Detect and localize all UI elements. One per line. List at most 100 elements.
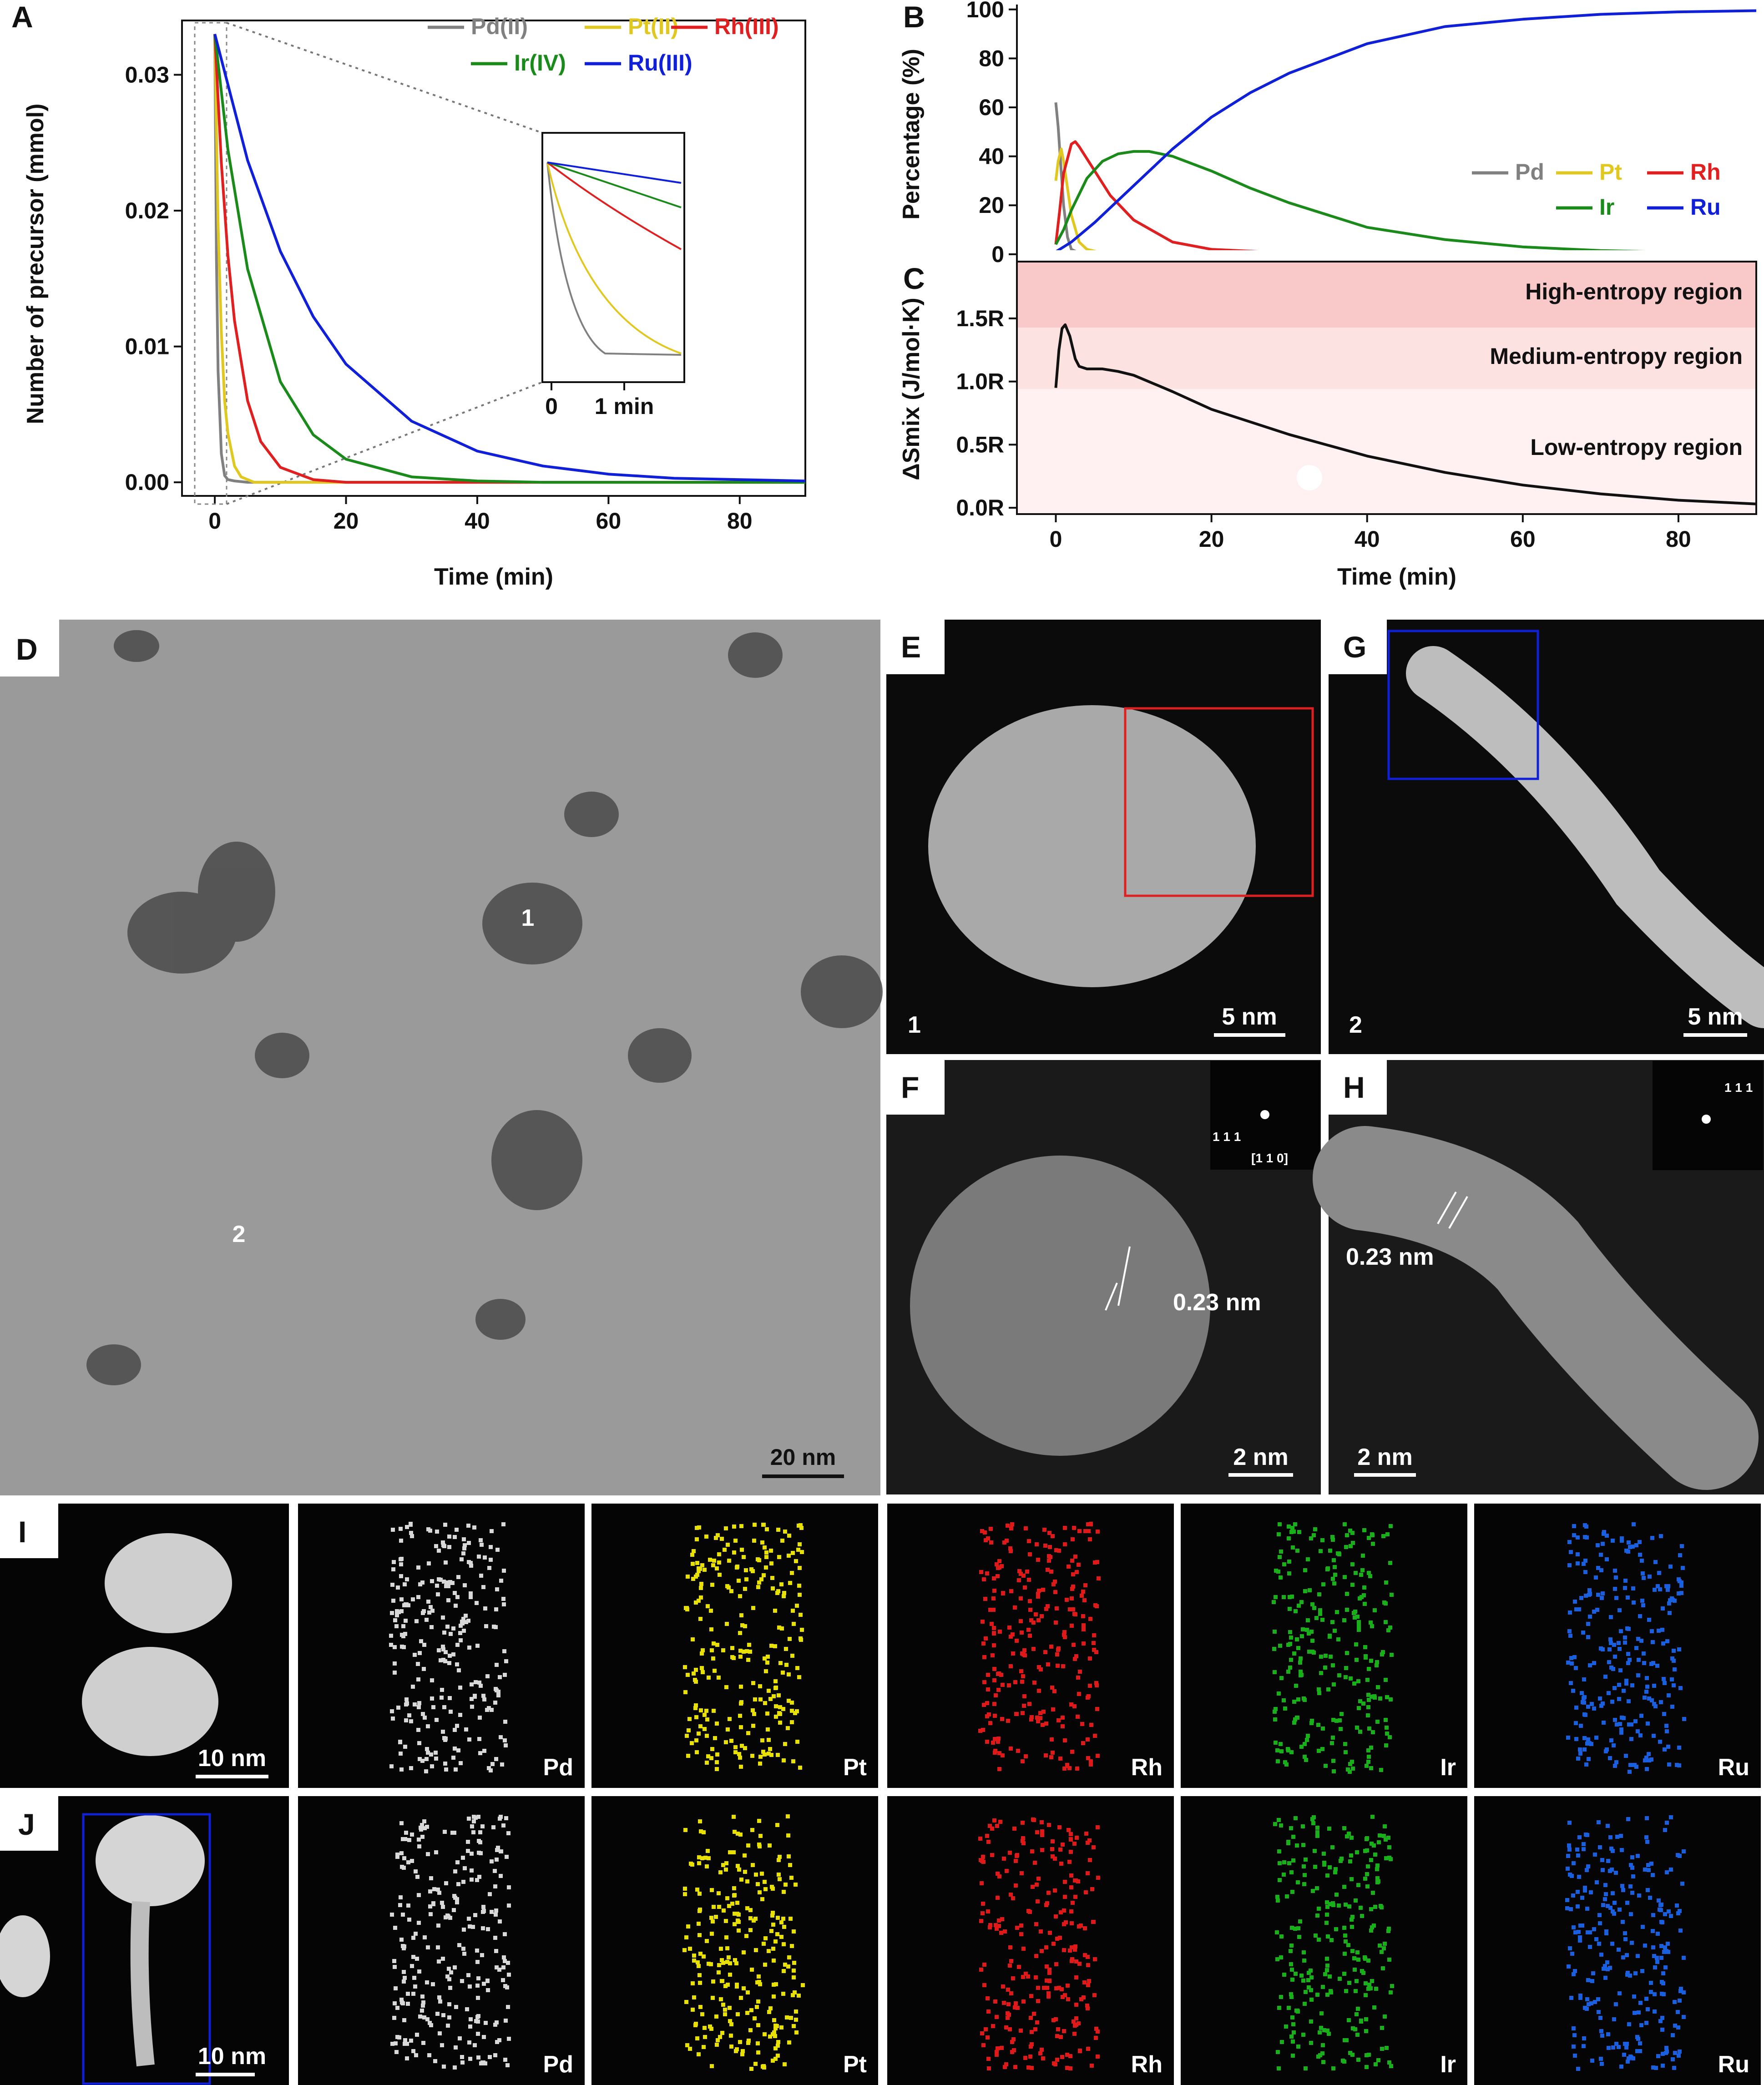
panel-g-label-box [1329,620,1387,674]
zoom-connector-bottom [226,381,543,505]
panel-a-x-tick-label: 60 [596,508,622,534]
panel-c-x-tick-label: 80 [1666,526,1691,552]
panel-j-element-label-pd: Pd [543,2051,573,2078]
panel-i-element-label-rh: Rh [1131,1754,1163,1781]
panel-c-chart: High-entropy region Medium-entropy regio… [898,261,1757,590]
panel-c-x-tick-label: 0 [1050,526,1062,552]
panel-f-fringe-marker-2 [1117,1246,1131,1306]
panel-j-map-pt [591,1796,878,2085]
panel-h-fringe-marker-1 [1437,1191,1457,1224]
panel-label-d: D [16,632,38,666]
panel-j-label-box [0,1796,58,1851]
panel-i-element-label-ru: Ru [1718,1754,1749,1781]
panel-c-y-axis-label: ΔSmix (J/mol·K) [898,298,925,480]
panel-e-label-box [886,620,945,674]
inset-line-pd [546,162,682,356]
panel-f-fft-index: 1 1 1 [1213,1130,1241,1144]
panel-e-highlight-box [1124,707,1314,897]
panel-i-map-rh-signal [978,1522,1101,1771]
panel-a-legend-label-rh-iii: Rh(III) [714,14,779,39]
panel-c-y-tick-label: 1.0R [956,369,1004,394]
panel-h-label-box [1329,1060,1387,1115]
panel-i-element-label-ir: Ir [1440,1754,1456,1781]
inset-line-ir [547,162,682,208]
panel-h-fft-index: 1 1 1 [1724,1080,1753,1095]
panel-i-particle-top [105,1533,232,1633]
panel-j-particle-head [96,1815,205,1906]
panel-i-map-ir [1181,1504,1467,1788]
panel-a-series-line-ir-iv [213,34,805,484]
panel-b-series-line-ru [1056,9,1756,250]
panel-i-map-rh [887,1504,1174,1788]
panel-f-zone-axis: [1 1 0] [1251,1151,1288,1165]
inset-line-rh [546,162,682,250]
panel-g-highlight-box [1387,630,1539,780]
panel-c-y-tick-label: 0.5R [956,432,1004,457]
panel-j-map-ru [1474,1796,1761,2085]
panel-i-map-ru [1474,1504,1761,1788]
panel-a-series-line-ru-iii [213,34,805,483]
panel-d-particles [86,630,883,1385]
panel-a-series-line-pd-ii [213,34,805,484]
panel-j-highlight-box [82,1813,211,2085]
panel-c-y-tick-label: 1.5R [956,306,1004,331]
panel-b-legend-label-pd: Pd [1515,159,1544,185]
panel-f-lattice-spacing: 0.23 nm [1173,1289,1261,1316]
panel-label-a: A [11,0,33,34]
low-entropy-band [1017,389,1756,514]
panel-a-series-line-rh-iii [213,34,805,484]
panel-label-g: G [1343,630,1366,664]
panel-i-scale-label: 10 nm [198,1745,266,1772]
panel-b-y-tick-label: 0 [991,242,1004,267]
panel-j-particle-tail [130,1901,155,2067]
panel-b-legend-label-ru: Ru [1690,194,1721,220]
panel-a-legend-label-pt-ii: Pt(II) [628,14,678,39]
panel-e-particle-number: 1 [908,1012,921,1038]
panel-label-f: F [901,1070,919,1104]
panel-a-x-tick-label: 40 [465,508,490,534]
panel-j-element-label-ir: Ir [1440,2051,1456,2078]
panel-a-chart: 0 20 40 60 80 0.00 0.01 0.02 0.03 Time (min) Num… [22,14,806,590]
panel-a-legend-label-ru-iii: Ru(III) [628,50,692,76]
panel-e-particle [928,705,1256,987]
panel-h-fringe-marker-2 [1448,1196,1468,1229]
panel-label-i: I [18,1515,26,1549]
panel-label-b: B [903,0,925,34]
panel-b-y-tick-label: 100 [966,0,1004,22]
panel-b-legend-label-pt: Pt [1599,159,1622,185]
panel-i-map-pd-signal [389,1522,508,1773]
panel-f-fft-center-spot [1260,1110,1269,1119]
panel-a-x-tick-label: 20 [334,508,359,534]
micrograph-panels: D 1 2 20 nm E 1 5 nm G 2 5 nm 1 1 1 [1 1… [0,620,1764,2085]
panel-b-y-tick-label: 40 [979,144,1004,169]
panel-i-element-label-pd: Pd [543,1754,573,1781]
panel-j-map-pd [298,1796,585,2085]
panel-j-map-ir [1181,1796,1467,2085]
panel-a-y-tick-label: 0.00 [125,470,169,495]
panel-a-legend-label-pd-ii: Pd(II) [471,14,528,39]
region-label-high: High-entropy region [1525,279,1743,304]
panel-j-element-label-ru: Ru [1718,2051,1749,2078]
panel-i-particle-bottom [82,1647,218,1756]
panel-j-element-label-pt: Pt [843,2051,867,2078]
panel-b-y-tick-label: 20 [979,192,1004,218]
panel-g-particle-number: 2 [1349,1012,1362,1038]
panel-label-e: E [901,630,921,664]
white-dot-marker [1297,465,1322,490]
panel-c-plot-frame [1016,261,1757,515]
panel-f-particle [910,1156,1210,1456]
panel-j-map-ir-signal [1273,1815,1394,2070]
panel-f-fringe-marker-1 [1105,1282,1118,1311]
panel-i-map-pt-signal [683,1523,804,1771]
panel-d-particle-label-2: 2 [233,1221,246,1247]
region-label-medium: Medium-entropy region [1490,343,1743,369]
panel-a-y-tick-label: 0.01 [125,334,169,359]
panel-h-fft-center-spot [1702,1115,1711,1124]
panel-a-legend-label-ir-iv: Ir(IV) [514,50,566,76]
panel-g-scale-label: 5 nm [1688,1004,1743,1030]
panel-d-scale-label: 20 nm [770,1444,836,1470]
panel-c-y-tick-label: 0.0R [956,495,1004,520]
panel-c-x-tick-label: 20 [1199,526,1224,552]
region-label-low: Low-entropy region [1530,434,1743,460]
